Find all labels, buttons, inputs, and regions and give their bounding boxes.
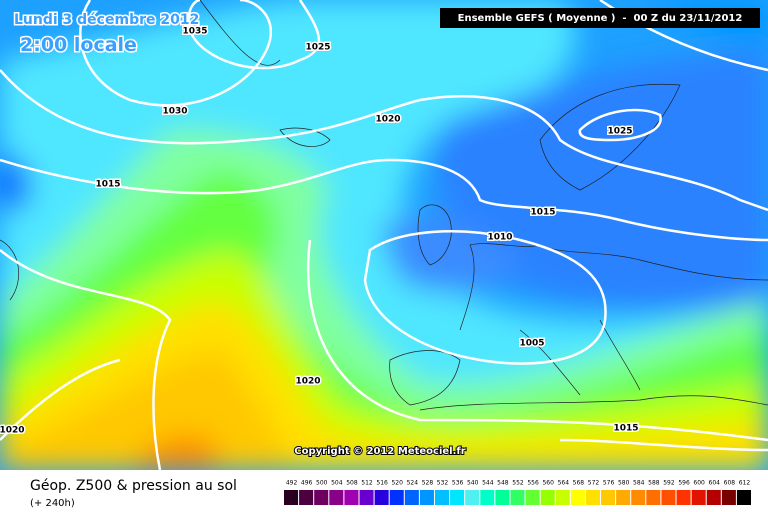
colorbar-label: 528 [422,480,434,487]
colorbar-swatch [419,490,434,505]
colorbar-label: 536 [452,480,464,487]
colorbar-label: 504 [331,480,343,487]
colorbar-swatch [676,490,691,505]
colorbar-label: 548 [497,480,509,487]
colorbar-swatch [450,490,465,505]
colorbar-label: 540 [467,480,479,487]
colorbar-swatch [631,490,646,505]
colorbar-swatch [359,490,374,505]
colorbar-label: 496 [301,480,313,487]
forecast-date: Lundi 3 décembre 2012 [14,12,199,28]
isobars [0,0,768,470]
colorbar-label: 572 [588,480,600,487]
isobar-label: 1025 [305,43,330,53]
colorbar-label: 556 [527,480,539,487]
colorbar-label: 608 [724,480,736,487]
colorbar-swatch [299,490,314,505]
colorbar-swatch [525,490,540,505]
colorbar-swatch [389,490,404,505]
colorbar-swatch [404,490,419,505]
colorbar-swatch [706,490,721,505]
isobar-label: 1020 [0,426,25,436]
colorbar-swatch [329,490,344,505]
colorbar-label: 508 [346,480,358,487]
colorbar-label: 612 [739,480,751,487]
colorbar-label: 604 [709,480,721,487]
colorbar-swatch [284,490,299,505]
colorbar-swatch [434,490,450,505]
colorbar-label: 580 [618,480,630,487]
colorbar-swatch [555,490,570,505]
colorbar-swatch [601,490,616,505]
colorbar-label: 596 [678,480,690,487]
colorbar-label: 500 [316,480,328,487]
colorbar-label: 600 [693,480,705,487]
colorbar-swatch [540,490,555,505]
colorbar-label: 520 [391,480,403,487]
colorbar-label: 544 [482,480,494,487]
colorbar-swatch [480,490,495,505]
colorbar-label: 512 [361,480,373,487]
colorbar-swatch [344,490,359,505]
colorbar-swatch [314,490,329,505]
isobar-label: 1005 [519,339,544,349]
colorbar-label: 552 [512,480,524,487]
isobar-label: 1015 [95,180,120,190]
colorbar-swatch [465,490,480,505]
forecast-time: 2:00 locale [20,34,137,56]
colorbar-label: 564 [558,480,570,487]
isobar-label: 1015 [613,424,638,434]
colorbar-swatch [495,490,510,505]
colorbar-swatch [510,490,525,505]
isobar-label: 1030 [162,107,187,117]
colorbar-label: 516 [376,480,388,487]
colorbar-swatch [661,490,676,505]
colorbar-label: 568 [573,480,585,487]
isobar-label: 1010 [487,233,512,243]
colorbar-swatch [736,490,751,505]
model-info: Ensemble GEFS ( Moyenne ) - 00 Z du 23/1… [458,13,743,24]
colorbar-swatch [374,490,389,505]
colorbar-label: 560 [542,480,554,487]
colorbar-swatch [616,490,631,505]
colorbar-swatch [585,490,601,505]
isobar-label: 1020 [375,115,400,125]
isobar-label: 1025 [607,127,632,137]
footer-title: Géop. Z500 & pression au sol [30,478,237,494]
colorbar-label: 524 [407,480,419,487]
colorbar-label: 592 [663,480,675,487]
colorbar-label: 588 [648,480,660,487]
colorbar-swatch [721,490,736,505]
colorbar-swatch [646,490,661,505]
colorbar: 492 496 500 504 508 512 516 520 524 528 532 536 540 5… [284,480,751,505]
colorbar-swatch [691,490,706,505]
isobar-labels: 1035 1025 1030 1020 1015 1010 1025 1015 1005 1020… [0,25,640,437]
colorbar-swatch [570,490,585,505]
footer-lead: (+ 240h) [30,498,75,509]
isobar-label: 1015 [530,208,555,218]
colorbar-label: 492 [286,480,298,487]
colorbar-label: 532 [437,480,449,487]
field: 1035 1025 1030 1020 1015 1010 1025 1015 1005 1020… [0,0,768,470]
isobar-label: 1020 [295,377,320,387]
model-box [440,8,760,28]
colorbar-label: 576 [603,480,615,487]
copyright: Copyright © 2012 Meteociel.fr [294,446,465,457]
isobar-label: 1035 [182,27,207,37]
colorbar-label: 584 [633,480,645,487]
